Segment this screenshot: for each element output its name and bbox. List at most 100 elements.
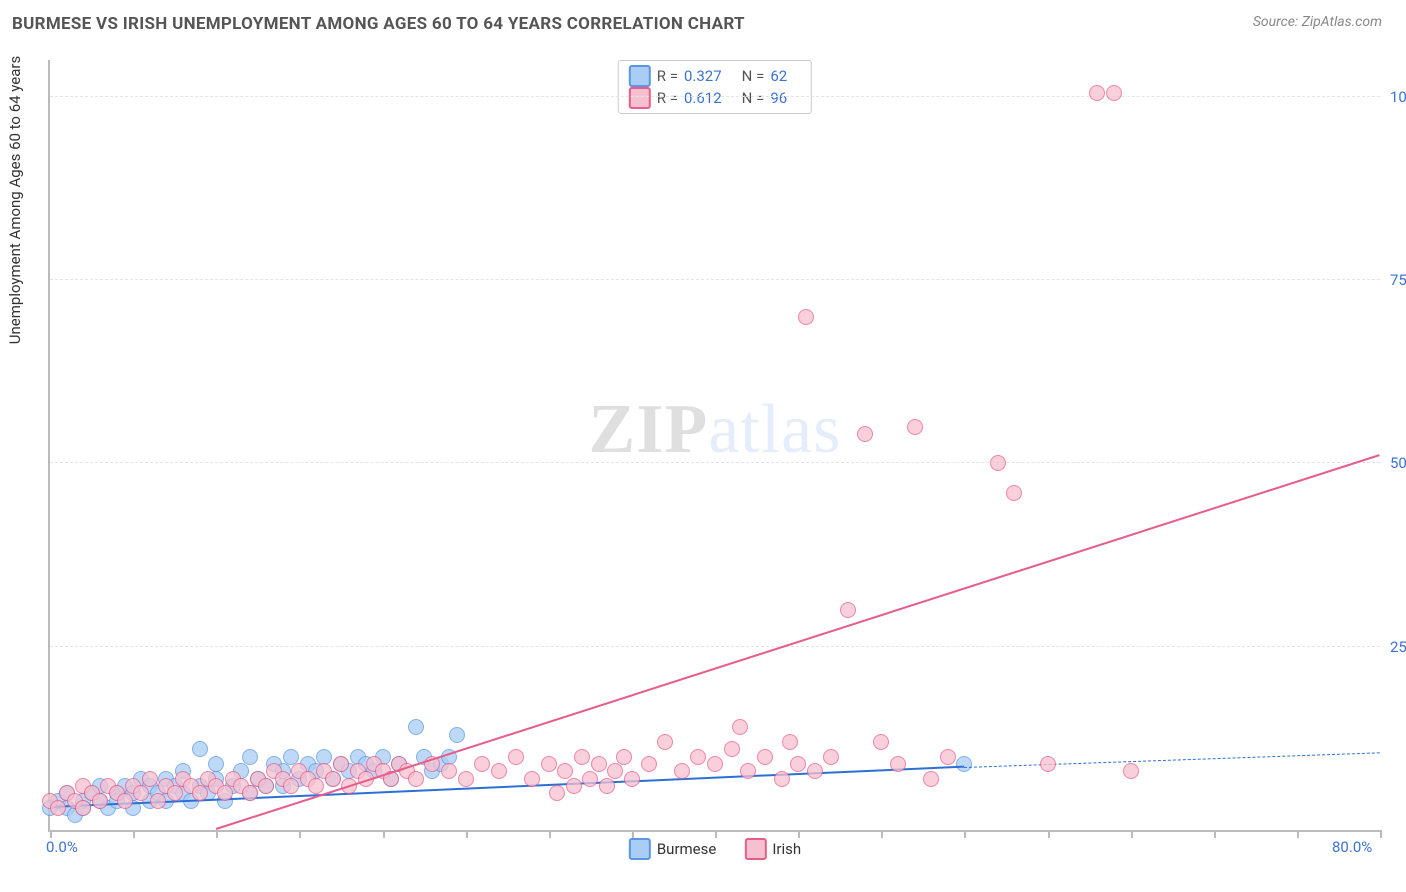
y-tick-label: 25.0% [1390, 638, 1406, 656]
data-point [308, 778, 324, 794]
data-point [325, 771, 341, 787]
scatter-plot-area: ZIPatlas R =0.327 N =62 R =0.612 N =96 B… [48, 60, 1380, 832]
data-point [582, 771, 598, 787]
data-point [1106, 85, 1122, 101]
data-point [75, 800, 91, 816]
data-point [117, 793, 133, 809]
data-point [1089, 85, 1105, 101]
data-point [624, 771, 640, 787]
data-point [133, 785, 149, 801]
source-attribution: Source: ZipAtlas.com [1253, 14, 1382, 30]
data-point [823, 749, 839, 765]
data-point [408, 719, 424, 735]
data-point [242, 785, 258, 801]
y-tick-label: 75.0% [1390, 271, 1406, 289]
data-point [740, 763, 756, 779]
data-point [283, 749, 299, 765]
data-point [690, 749, 706, 765]
data-point [599, 778, 615, 794]
data-point [790, 756, 806, 772]
x-tick [1131, 830, 1133, 838]
x-tick [632, 830, 634, 838]
data-point [217, 785, 233, 801]
data-point [192, 741, 208, 757]
y-tick-label: 100.0% [1390, 88, 1406, 106]
data-point [508, 749, 524, 765]
data-point [258, 778, 274, 794]
x-tick [1380, 830, 1382, 838]
data-point [732, 719, 748, 735]
x-tick-label: 80.0% [1332, 838, 1372, 856]
legend-item-burmese: Burmese [629, 838, 717, 860]
x-tick-label: 0.0% [46, 838, 78, 856]
data-point [873, 734, 889, 750]
x-tick [1297, 830, 1299, 838]
legend-label: Burmese [657, 840, 717, 858]
data-point [956, 756, 972, 772]
data-point [774, 771, 790, 787]
watermark: ZIPatlas [589, 390, 842, 470]
data-point [890, 756, 906, 772]
data-point [616, 749, 632, 765]
regression-line [964, 752, 1380, 768]
data-point [50, 800, 66, 816]
x-tick [216, 830, 218, 838]
stats-row-irish: R =0.612 N =96 [629, 87, 801, 109]
x-tick [299, 830, 301, 838]
data-point [408, 771, 424, 787]
data-point [192, 785, 208, 801]
x-tick [1214, 830, 1216, 838]
x-tick [50, 830, 52, 838]
swatch-burmese-icon [629, 65, 651, 87]
gridline [50, 462, 1380, 463]
data-point [150, 793, 166, 809]
data-point [724, 741, 740, 757]
data-point [940, 749, 956, 765]
stats-legend: R =0.327 N =62 R =0.612 N =96 [618, 60, 812, 114]
swatch-burmese-icon [629, 838, 651, 860]
data-point [674, 763, 690, 779]
data-point [557, 763, 573, 779]
series-legend: Burmese Irish [629, 838, 801, 860]
y-tick-label: 50.0% [1390, 454, 1406, 472]
data-point [92, 793, 108, 809]
data-point [657, 734, 673, 750]
data-point [549, 785, 565, 801]
x-tick [715, 830, 717, 838]
x-tick [964, 830, 966, 838]
data-point [458, 771, 474, 787]
data-point [990, 455, 1006, 471]
data-point [316, 749, 332, 765]
stats-row-burmese: R =0.327 N =62 [629, 65, 801, 87]
data-point [1040, 756, 1056, 772]
data-point [807, 763, 823, 779]
x-tick [466, 830, 468, 838]
data-point [242, 749, 258, 765]
data-point [757, 749, 773, 765]
data-point [491, 763, 507, 779]
data-point [574, 749, 590, 765]
data-point [474, 756, 490, 772]
data-point [707, 756, 723, 772]
data-point [591, 756, 607, 772]
data-point [923, 771, 939, 787]
data-point [167, 785, 183, 801]
data-point [1123, 763, 1139, 779]
x-tick [549, 830, 551, 838]
x-tick [383, 830, 385, 838]
legend-item-irish: Irish [744, 838, 801, 860]
data-point [607, 763, 623, 779]
data-point [142, 771, 158, 787]
data-point [524, 771, 540, 787]
data-point [1006, 485, 1022, 501]
data-point [208, 756, 224, 772]
gridline [50, 279, 1380, 280]
data-point [541, 756, 557, 772]
x-tick [1048, 830, 1050, 838]
gridline [50, 646, 1380, 647]
chart-title: BURMESE VS IRISH UNEMPLOYMENT AMONG AGES… [12, 14, 745, 34]
swatch-irish-icon [744, 838, 766, 860]
x-tick [881, 830, 883, 838]
data-point [798, 309, 814, 325]
legend-label: Irish [772, 840, 801, 858]
